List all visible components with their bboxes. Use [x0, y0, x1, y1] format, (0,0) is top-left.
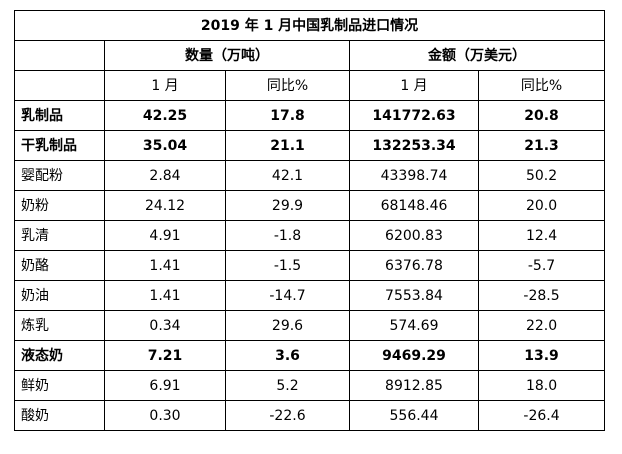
- corner-cell: [14, 70, 105, 101]
- row-name-cell: 乳制品: [14, 100, 105, 131]
- quantity-header: 数量（万吨）: [104, 40, 350, 71]
- amount-yoy-cell: 22.0: [477, 310, 606, 341]
- quantity-yoy-cell: 5.2: [225, 370, 350, 401]
- amount-yoy-cell: 20.8: [477, 100, 606, 131]
- row-name-cell: 奶油: [14, 280, 105, 311]
- dairy-import-table: 2019 年 1 月中国乳制品进口情况 数量（万吨） 金额（万美元） 1 月 同…: [13, 10, 606, 431]
- quantity-yoy-cell: 21.1: [225, 130, 350, 161]
- amount-yoy-cell: -26.4: [477, 400, 606, 431]
- table-row: 酸奶 0.30 -22.6 556.44 -26.4: [14, 400, 606, 431]
- table-row: 乳清 4.91 -1.8 6200.83 12.4: [14, 220, 606, 251]
- title-row: 2019 年 1 月中国乳制品进口情况: [13, 10, 606, 41]
- quantity-cell: 24.12: [104, 190, 226, 221]
- amount-cell: 43398.74: [349, 160, 479, 191]
- row-name-cell: 干乳制品: [14, 130, 105, 161]
- amount-cell: 7553.84: [349, 280, 479, 311]
- quantity-yoy-cell: -14.7: [225, 280, 350, 311]
- amount-yoy-cell: 50.2: [477, 160, 606, 191]
- quantity-cell: 0.34: [104, 310, 226, 341]
- amount-cell: 6200.83: [349, 220, 479, 251]
- group-header-row: 数量（万吨） 金额（万美元）: [14, 40, 606, 71]
- row-name-cell: 乳清: [14, 220, 105, 251]
- amount-yoy-header: 同比%: [477, 70, 606, 101]
- table-row: 鲜奶 6.91 5.2 8912.85 18.0: [14, 370, 606, 401]
- quantity-cell: 1.41: [104, 280, 226, 311]
- amount-cell: 556.44: [349, 400, 479, 431]
- row-name-cell: 酸奶: [14, 400, 105, 431]
- amount-yoy-cell: 18.0: [477, 370, 606, 401]
- amount-cell: 141772.63: [349, 100, 479, 131]
- quantity-cell: 6.91: [104, 370, 226, 401]
- table-row: 炼乳 0.34 29.6 574.69 22.0: [14, 310, 606, 341]
- amount-yoy-cell: 21.3: [477, 130, 606, 161]
- quantity-cell: 42.25: [104, 100, 226, 131]
- amount-yoy-cell: 13.9: [477, 340, 606, 371]
- row-name-cell: 炼乳: [14, 310, 105, 341]
- table-row: 奶酪 1.41 -1.5 6376.78 -5.7: [14, 250, 606, 281]
- quantity-yoy-cell: -22.6: [225, 400, 350, 431]
- table-row: 奶油 1.41 -14.7 7553.84 -28.5: [14, 280, 606, 311]
- corner-cell: [14, 40, 105, 71]
- amount-cell: 132253.34: [349, 130, 479, 161]
- amount-cell: 6376.78: [349, 250, 479, 281]
- amount-yoy-cell: -5.7: [477, 250, 606, 281]
- row-name-cell: 奶酪: [14, 250, 105, 281]
- quantity-yoy-cell: -1.5: [225, 250, 350, 281]
- quantity-cell: 35.04: [104, 130, 226, 161]
- amount-cell: 8912.85: [349, 370, 479, 401]
- quantity-yoy-cell: 42.1: [225, 160, 350, 191]
- amount-cell: 9469.29: [349, 340, 479, 371]
- amount-month-header: 1 月: [349, 70, 479, 101]
- quantity-yoy-cell: 17.8: [225, 100, 350, 131]
- table-row: 乳制品 42.25 17.8 141772.63 20.8: [14, 100, 606, 131]
- amount-yoy-cell: 12.4: [477, 220, 606, 251]
- quantity-cell: 1.41: [104, 250, 226, 281]
- amount-header: 金额（万美元）: [348, 40, 606, 71]
- amount-yoy-cell: 20.0: [477, 190, 606, 221]
- table-row: 奶粉 24.12 29.9 68148.46 20.0: [14, 190, 606, 221]
- amount-yoy-cell: -28.5: [477, 280, 606, 311]
- row-name-cell: 鲜奶: [14, 370, 105, 401]
- amount-cell: 68148.46: [349, 190, 479, 221]
- table-row: 液态奶 7.21 3.6 9469.29 13.9: [14, 340, 606, 371]
- amount-cell: 574.69: [349, 310, 479, 341]
- row-name-cell: 奶粉: [14, 190, 105, 221]
- quantity-cell: 0.30: [104, 400, 226, 431]
- row-name-cell: 婴配粉: [14, 160, 105, 191]
- quantity-yoy-cell: 29.6: [225, 310, 350, 341]
- row-name-cell: 液态奶: [14, 340, 105, 371]
- table-row: 干乳制品 35.04 21.1 132253.34 21.3: [14, 130, 606, 161]
- quantity-yoy-header: 同比%: [225, 70, 350, 101]
- quantity-month-header: 1 月: [104, 70, 226, 101]
- table-title: 2019 年 1 月中国乳制品进口情况: [13, 10, 606, 41]
- quantity-yoy-cell: 29.9: [225, 190, 350, 221]
- quantity-cell: 2.84: [104, 160, 226, 191]
- table-row: 婴配粉 2.84 42.1 43398.74 50.2: [14, 160, 606, 191]
- sub-header-row: 1 月 同比% 1 月 同比%: [14, 70, 606, 101]
- quantity-cell: 7.21: [104, 340, 226, 371]
- quantity-yoy-cell: 3.6: [225, 340, 350, 371]
- quantity-cell: 4.91: [104, 220, 226, 251]
- quantity-yoy-cell: -1.8: [225, 220, 350, 251]
